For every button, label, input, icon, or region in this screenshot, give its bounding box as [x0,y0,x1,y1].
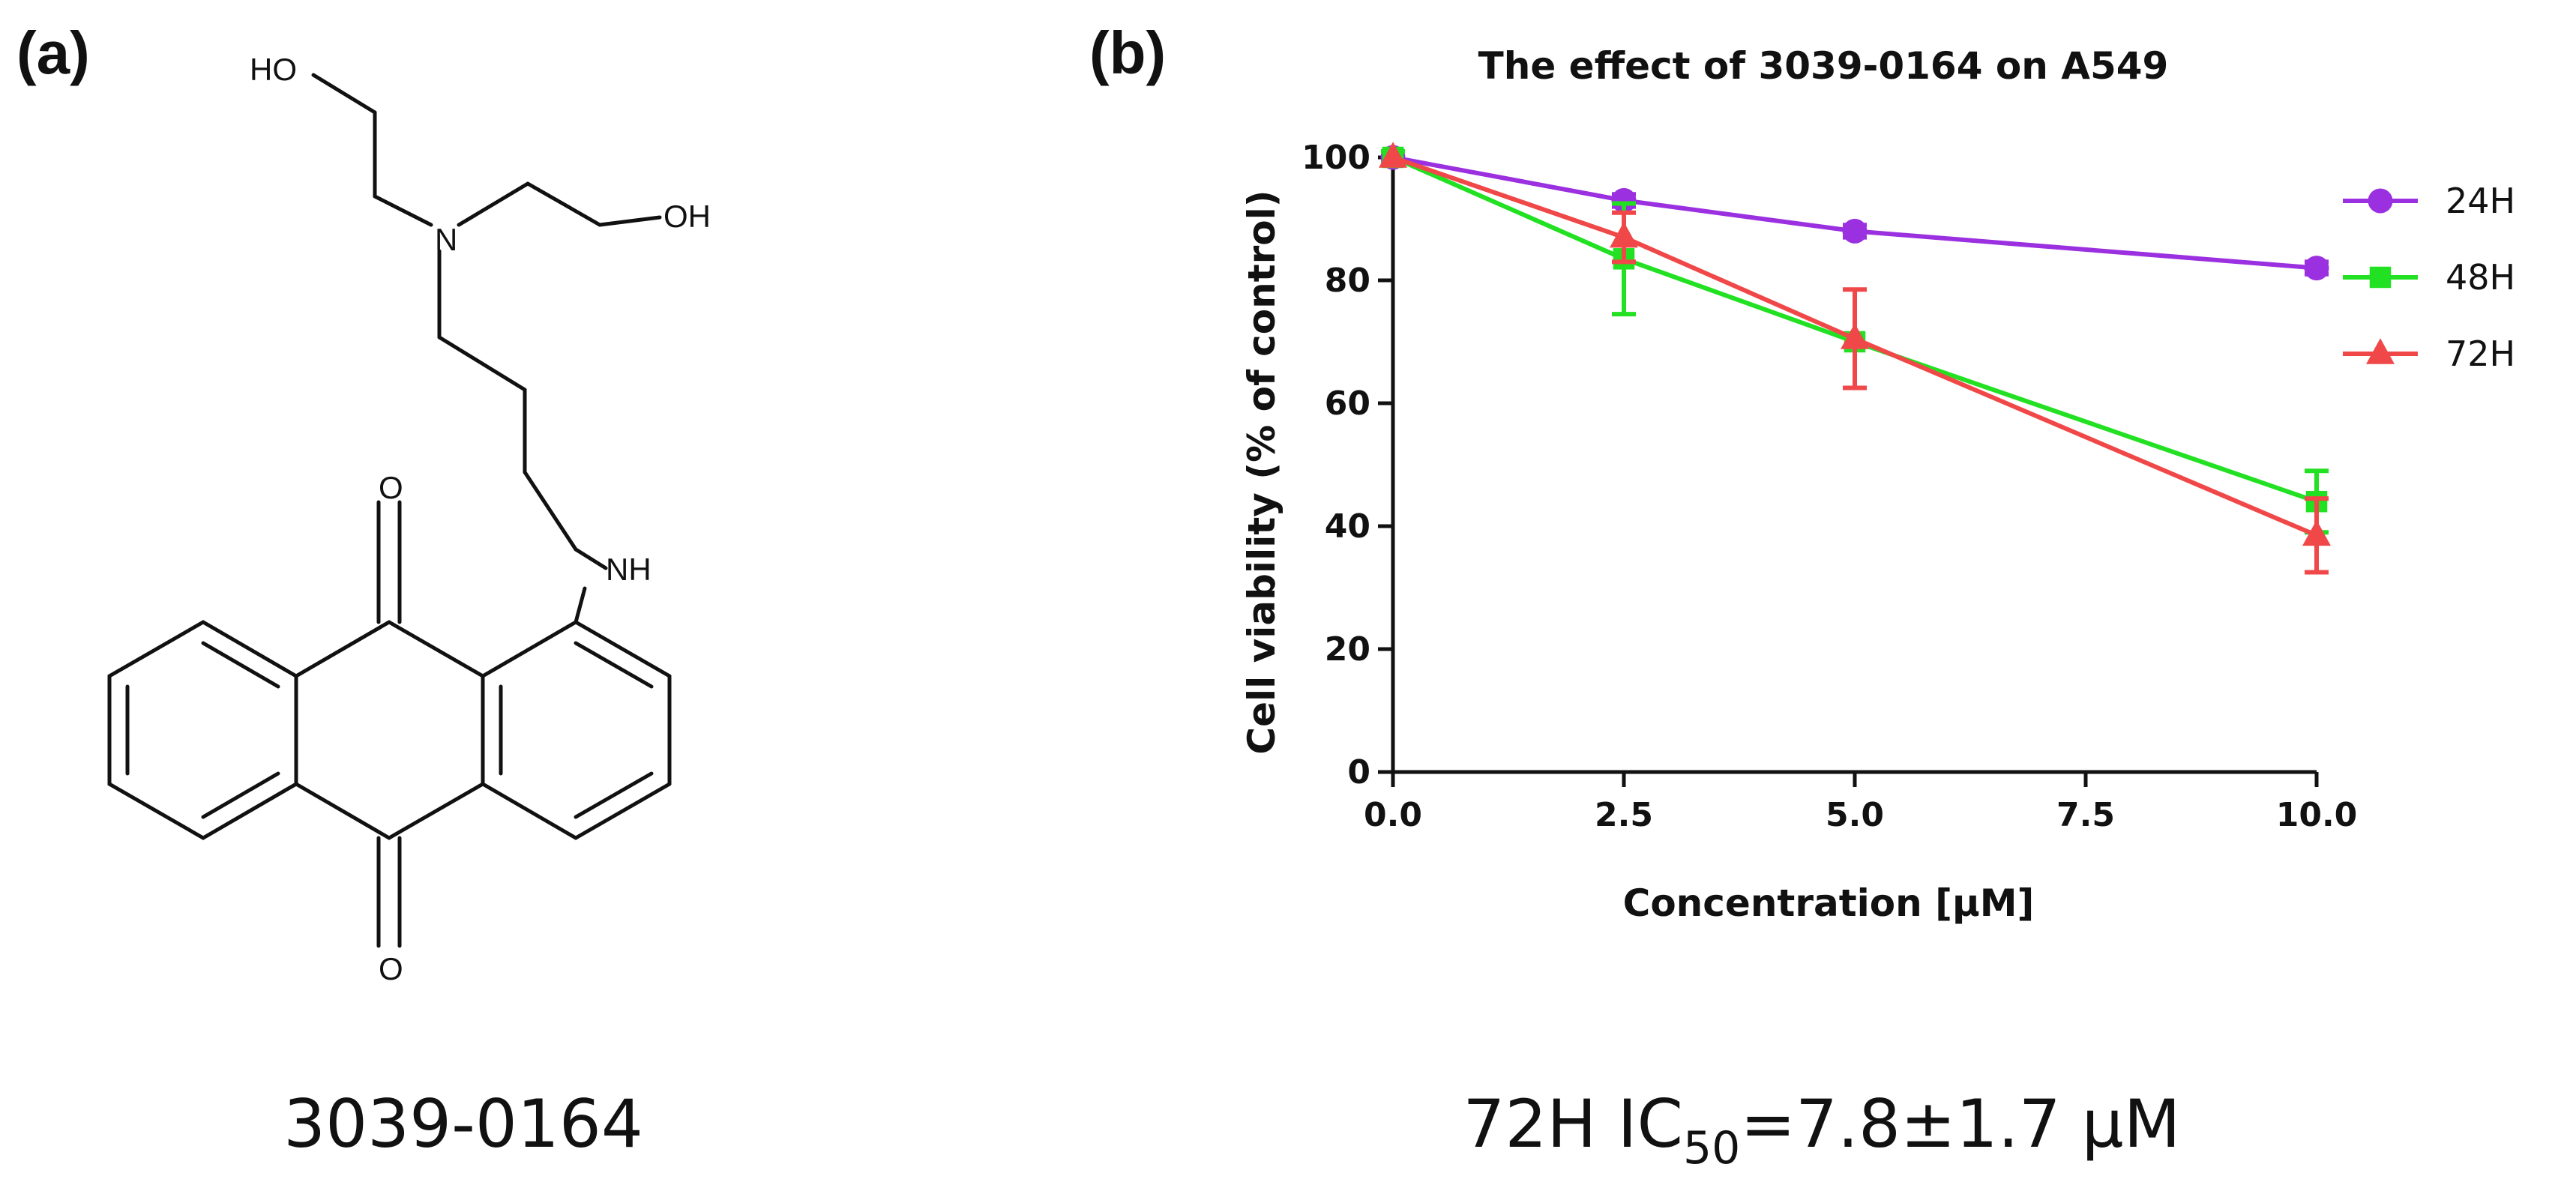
legend-label-48h: 48H [2446,257,2515,298]
data-point-72h [1841,323,1869,349]
y-tick-label: 0 [1347,753,1370,791]
atom-label-oh: OH [663,199,711,234]
legend-marker-48h [2369,266,2392,289]
ic50-suffix: =7.8±1.7 μM [1740,1085,2180,1163]
ic50-annotation: 72H IC50=7.8±1.7 μM [1463,1085,2180,1175]
y-ticks: 0 20 40 60 80 100 [1301,139,1393,791]
atom-label-o-top: O [379,470,403,505]
ic50-prefix: 72H IC [1463,1085,1683,1163]
legend-label-24h: 24H [2446,181,2515,221]
series-layer [1379,142,2331,575]
y-tick-label: 80 [1325,262,1370,300]
data-point-24h [2304,256,2329,281]
compound-name: 3039-0164 [283,1085,643,1163]
series-line-24h [1392,155,2317,271]
data-point-24h [1611,187,1637,213]
y-tick-label: 60 [1325,385,1370,423]
y-tick-label: 40 [1325,507,1370,546]
legend-item-24h: 24H [2343,181,2515,221]
data-point-72h [2302,519,2331,546]
x-tick-label: 0.0 [1364,796,1422,834]
x-axis-label: Concentration [μM] [1623,881,2035,925]
panel-b-label: (b) [1089,19,1166,86]
ic50-subscript: 50 [1683,1122,1740,1175]
series-72h [1379,142,2331,575]
data-point-24h [1842,218,1868,244]
x-tick-label: 5.0 [1826,796,1884,834]
x-tick-label: 2.5 [1595,796,1653,834]
panel-a-label: (a) [16,19,90,86]
legend-item-48h: 48H [2343,257,2515,298]
x-tick-label: 10.0 [2276,796,2358,834]
legend-label-72h: 72H [2446,334,2515,374]
chart-title: The effect of 3039-0164 on A549 [1478,44,2169,88]
chart: The effect of 3039-0164 on A549 Concentr… [1240,44,2515,925]
series-line-72h [1392,155,2318,538]
y-axis-label: Cell viability (% of control) [1240,190,1284,754]
x-ticks: 0.0 2.5 5.0 7.5 10.0 [1364,772,2357,834]
legend-item-72h: 72H [2343,334,2515,374]
y-tick-label: 20 [1325,630,1370,669]
atom-label-o-bottom: O [379,951,403,986]
chemical-structure [107,73,672,948]
atom-label-ho: HO [250,52,297,87]
atom-label-n: N [435,222,457,257]
data-point-72h [1379,142,1407,168]
legend: 24H 48H 72H [2343,181,2515,374]
data-point-72h [1610,221,1638,248]
y-tick-label: 100 [1301,139,1370,177]
x-tick-label: 7.5 [2056,796,2115,834]
legend-marker-72h [2366,338,2395,364]
legend-marker-24h [2368,188,2393,214]
atom-label-nh: NH [606,552,651,587]
series-line-48h [1391,155,2317,504]
